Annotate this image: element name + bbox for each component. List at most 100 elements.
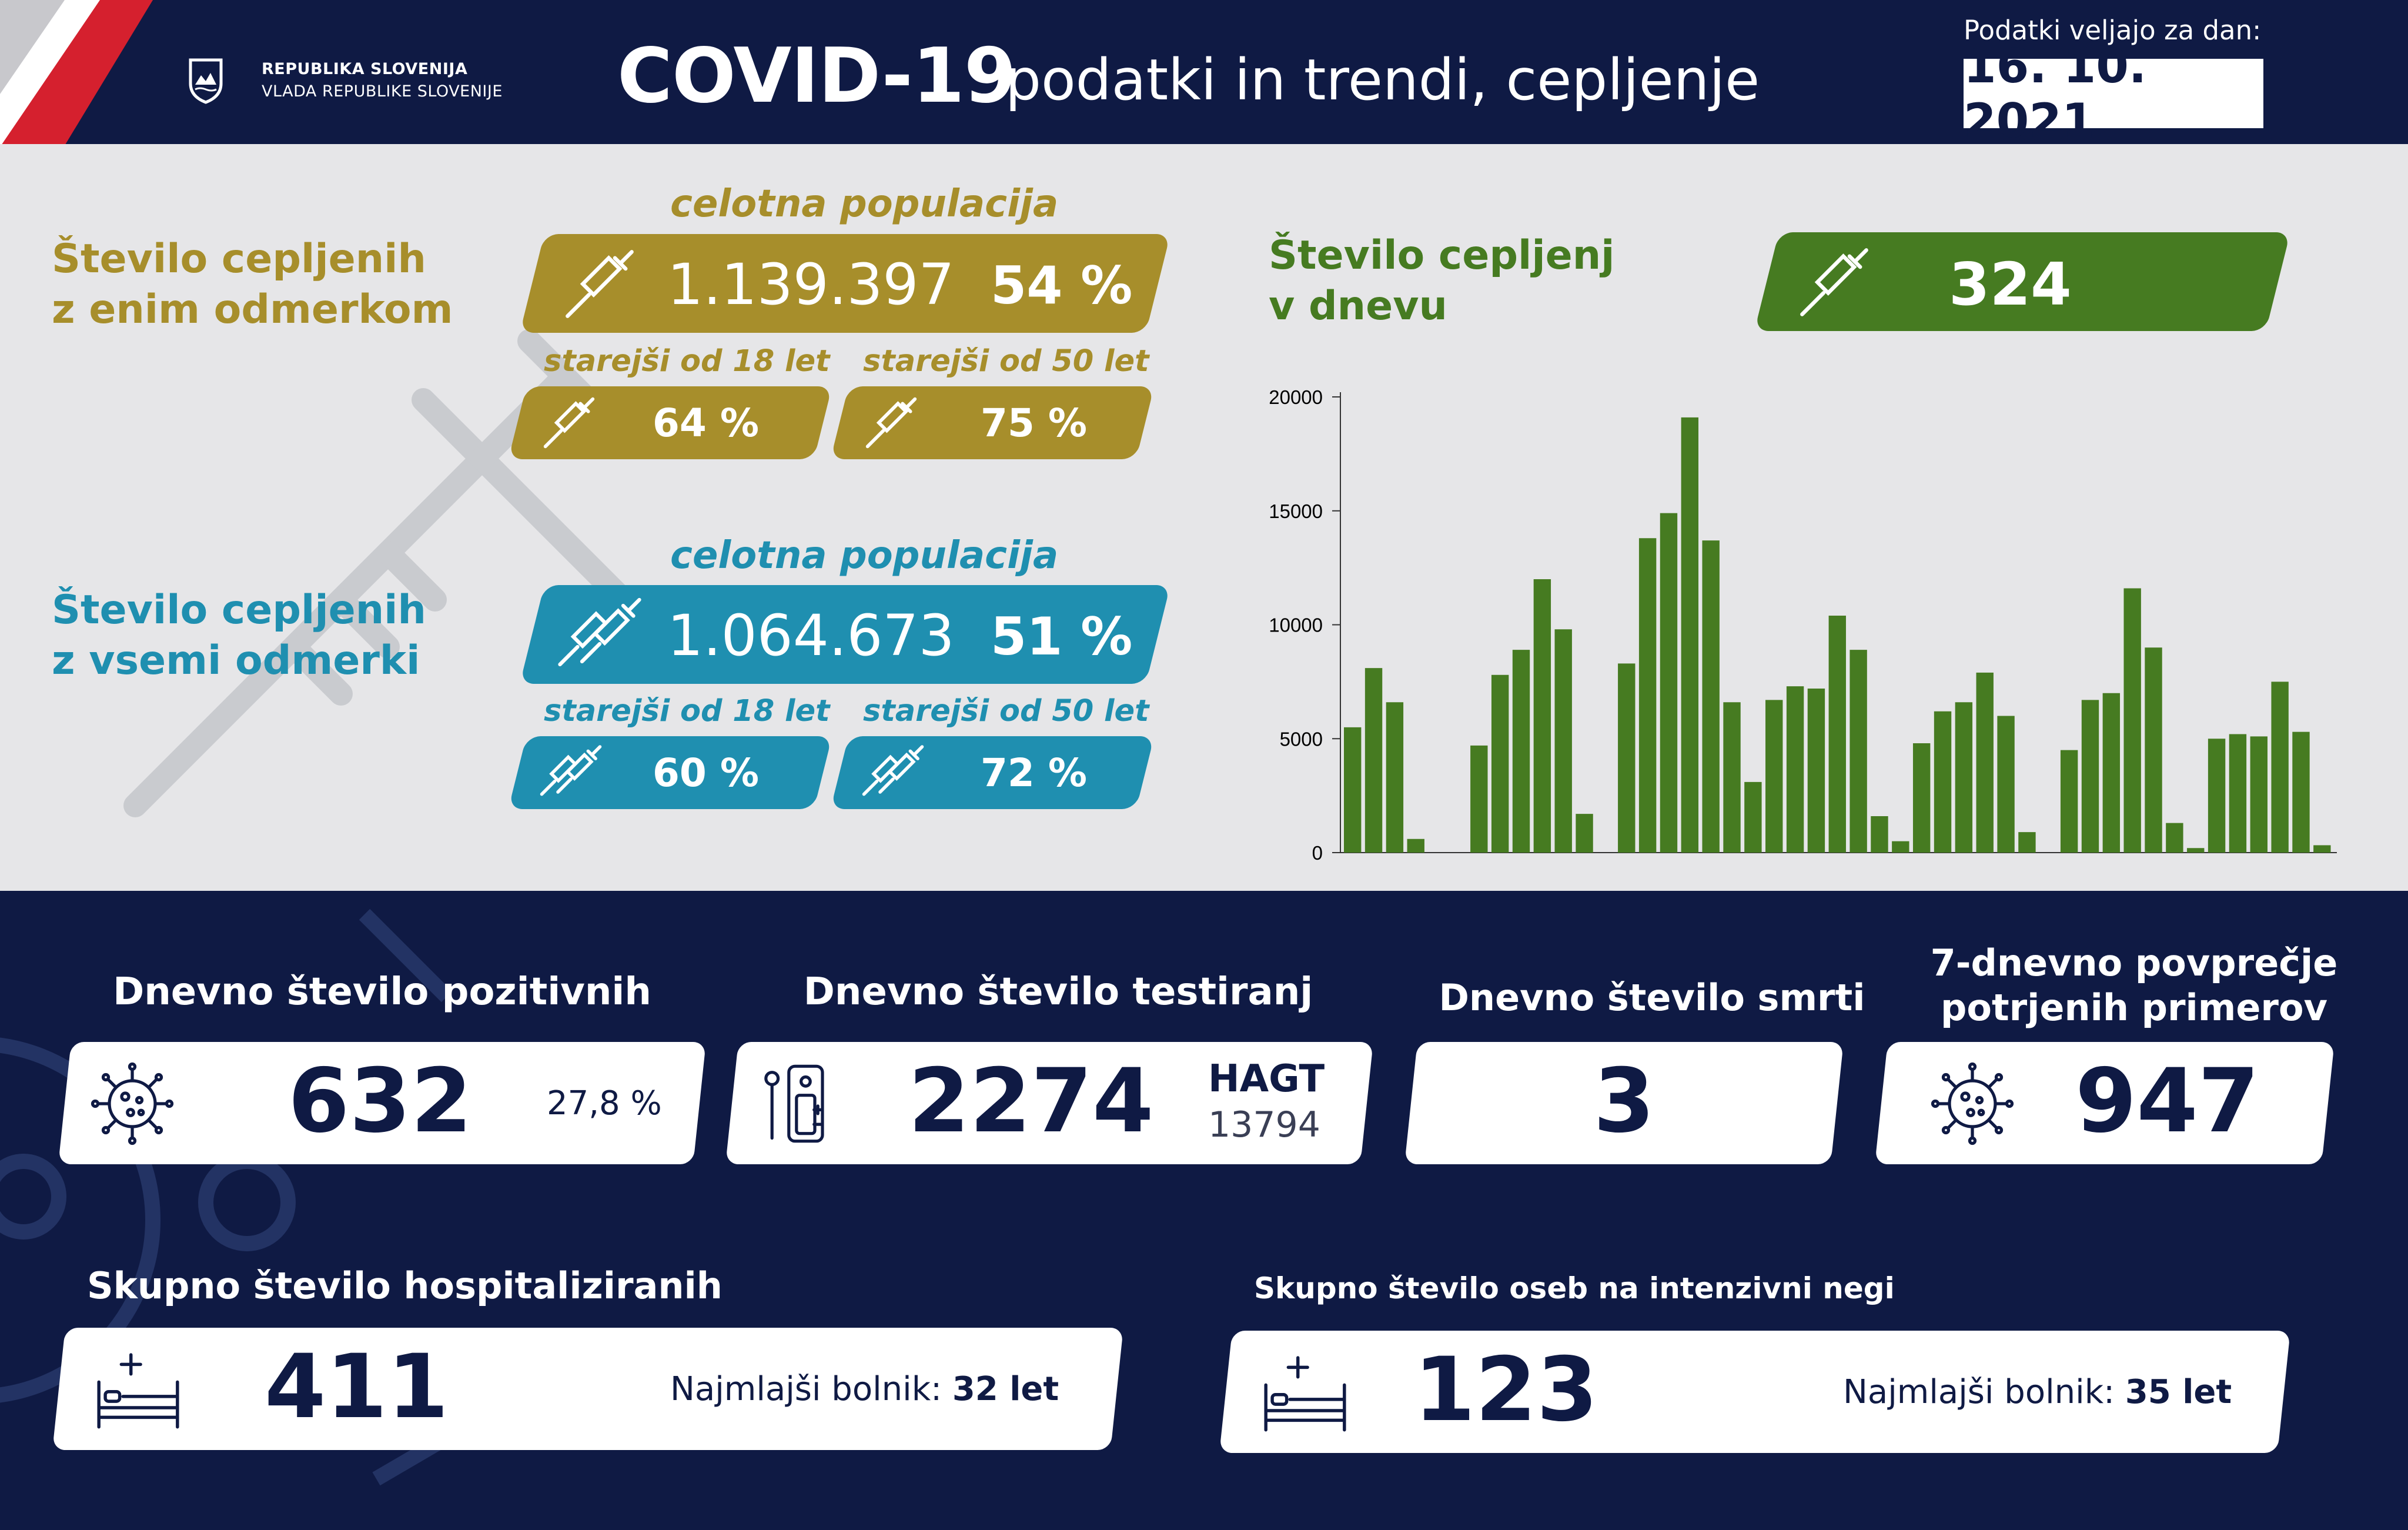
chart-bar — [1512, 650, 1530, 853]
all-doses-total-value: 1.064.673 — [667, 603, 955, 669]
hospital-bed-icon — [97, 1353, 179, 1429]
hosp-value: 411 — [265, 1336, 449, 1438]
chart-bar — [1344, 727, 1362, 853]
deaths-card: 3 — [1404, 1042, 1844, 1164]
positive-title: Dnevno število pozitivnih — [113, 970, 651, 1014]
tests-card: 2274 HAGT 13794 — [725, 1042, 1373, 1164]
deaths-title: Dnevno število smrti — [1439, 976, 1865, 1019]
chart-bar — [2166, 823, 2183, 853]
hospital-bed-icon — [1264, 1356, 1346, 1432]
chart-bar — [2018, 832, 2036, 853]
one-dose-title-line2: z enim odmerkom — [52, 286, 453, 333]
chart-bar — [1997, 716, 2015, 853]
icu-title: Skupno število oseb na intenzivni negi — [1254, 1271, 1895, 1305]
all-doses-age50-pct: 72 % — [981, 750, 1087, 796]
hosp-youngest-value: 32 let — [952, 1370, 1059, 1408]
chart-bar — [1576, 814, 1593, 853]
date-label: Podatki veljajo za dan: — [1964, 15, 2262, 46]
double-syringe-icon — [558, 597, 641, 667]
chart-bar — [1786, 686, 1804, 853]
chart-bar — [2292, 731, 2310, 853]
all-doses-age18-pct: 60 % — [653, 750, 759, 796]
chart-bar — [2102, 693, 2121, 853]
all-doses-age18-label: starejši od 18 let — [544, 694, 830, 729]
one-dose-title-line1: Število cepljenih — [52, 236, 426, 282]
daily-vaccinations-chart: 0 5000 10000 15000 20000 — [1269, 386, 2337, 864]
chart-bar — [1491, 674, 1509, 853]
chart-bar — [1955, 702, 1973, 853]
avg-card: 947 — [1875, 1042, 2335, 1164]
hagt-value: 13794 — [1208, 1104, 1320, 1145]
chart-bar — [1407, 839, 1424, 853]
all-doses-total-pct: 51 % — [991, 606, 1133, 667]
chart-bar — [2271, 682, 2289, 853]
chart-bar — [1871, 816, 1888, 853]
chart-bar — [1660, 513, 1678, 853]
one-dose-age18-pill: 64 % — [508, 386, 832, 459]
all-doses-total-pill: 1.064.673 51 % — [520, 585, 1170, 684]
all-doses-title-line2: z vsemi odmerki — [52, 637, 420, 684]
one-dose-total-pct: 54 % — [991, 255, 1133, 316]
chart-bar — [1912, 743, 1931, 853]
deaths-value: 3 — [1593, 1050, 1655, 1152]
syringe-icon — [566, 250, 634, 318]
positive-value: 632 — [288, 1050, 473, 1152]
chart-bar — [2081, 700, 2099, 853]
chart-bar — [1850, 650, 1867, 853]
double-syringe-icon — [862, 745, 924, 796]
icu-youngest: Najmlajši bolnik: 35 let — [1843, 1373, 2232, 1411]
test-kit-icon — [764, 1064, 824, 1143]
one-dose-age50-pill: 75 % — [830, 386, 1155, 459]
chart-bar — [1533, 579, 1551, 853]
y-tick-label: 20000 — [1269, 386, 1323, 408]
chart-bar — [2208, 739, 2226, 853]
avg-title: 7-dnevno povprečje potrjenih primerov — [1905, 941, 2363, 1030]
chart-bar — [2250, 736, 2267, 853]
chart-bar — [2313, 845, 2331, 853]
chart-bar — [2123, 588, 2141, 853]
positive-pct: 27,8 % — [547, 1084, 662, 1123]
chart-bar — [1386, 702, 1404, 853]
daily-vacc-title-line1: Število cepljenj — [1269, 232, 1615, 279]
chart-bar — [1892, 841, 1909, 853]
virus-icon — [1931, 1062, 2014, 1145]
chart-bar — [1976, 672, 1994, 853]
gov-name-line1: REPUBLIKA SLOVENIJA — [262, 60, 468, 78]
chart-bar — [1681, 417, 1699, 853]
hagt-label: HAGT — [1208, 1057, 1325, 1101]
daily-vacc-title-line2: v dnevu — [1269, 283, 1447, 329]
one-dose-total-pill: 1.139.397 54 % — [520, 234, 1170, 333]
page-title: COVID-19 — [617, 32, 1016, 120]
chart-bar — [1618, 663, 1636, 853]
chart-bar — [1364, 668, 1383, 853]
chart-bar — [1702, 540, 1720, 853]
icu-card: 123 Najmlajši bolnik: 35 let — [1219, 1331, 2290, 1453]
chart-bar — [1470, 745, 1488, 853]
gov-crest-icon — [189, 58, 223, 104]
double-syringe-icon — [540, 745, 602, 796]
daily-vacc-pill: 324 — [1754, 232, 2290, 331]
all-doses-age18-pill: 60 % — [508, 736, 832, 809]
daily-vacc-title: Število cepljenj v dnevu — [1269, 230, 1615, 332]
one-dose-total-value: 1.139.397 — [667, 252, 955, 318]
chart-bar — [1765, 700, 1783, 853]
page-subtitle: podatki in trendi, cepljenje — [1005, 47, 1760, 113]
one-dose-age50-pct: 75 % — [981, 400, 1087, 446]
daily-vacc-value: 324 — [1949, 250, 2072, 319]
hosp-card: 411 Najmlajši bolnik: 32 let — [52, 1328, 1123, 1450]
syringe-icon — [543, 397, 595, 449]
chart-bar — [2229, 734, 2247, 853]
icu-value: 123 — [1414, 1339, 1598, 1441]
hosp-title: Skupno število hospitaliziranih — [87, 1264, 723, 1307]
avg-title-line2: potrjenih primerov — [1940, 986, 2328, 1029]
chart-bar — [2187, 848, 2205, 853]
hosp-youngest-label: Najmlajši bolnik: — [670, 1370, 942, 1408]
chart-bar — [2145, 647, 2162, 853]
icu-youngest-label: Najmlajši bolnik: — [1843, 1373, 2115, 1411]
positive-card: 632 27,8 % — [58, 1042, 706, 1164]
one-dose-age18-pct: 64 % — [653, 400, 759, 446]
all-doses-age50-pill: 72 % — [830, 736, 1155, 809]
chart-bar — [1828, 616, 1846, 853]
chart-bar — [1723, 702, 1741, 853]
avg-title-line1: 7-dnevno povprečje — [1930, 941, 2338, 984]
